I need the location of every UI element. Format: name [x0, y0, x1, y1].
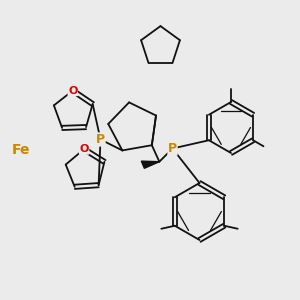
Text: Fe: Fe: [12, 143, 30, 157]
Text: P: P: [96, 133, 105, 146]
Text: O: O: [80, 144, 89, 154]
Polygon shape: [141, 161, 159, 168]
Text: O: O: [68, 85, 77, 96]
Text: P: P: [168, 142, 177, 155]
